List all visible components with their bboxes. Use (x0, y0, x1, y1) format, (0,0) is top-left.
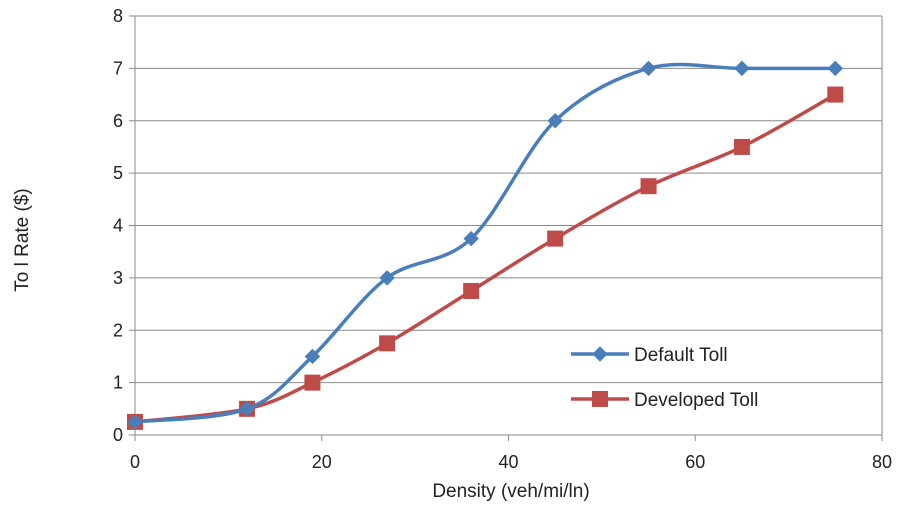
data-point (304, 374, 321, 391)
data-point (547, 230, 564, 247)
legend-label: Developed Toll (634, 390, 758, 411)
legend-label: Default Toll (634, 345, 728, 366)
series-default-toll (127, 60, 844, 430)
data-point (379, 270, 395, 286)
series-developed-toll (127, 86, 844, 430)
data-point (640, 178, 657, 195)
y-tick-label: 1 (113, 373, 123, 393)
data-point (463, 282, 480, 299)
y-tick-label: 2 (113, 320, 123, 340)
y-tick-label: 6 (113, 111, 123, 131)
data-point (734, 60, 750, 77)
data-point (304, 348, 321, 365)
series-layer (127, 60, 844, 430)
data-point (379, 335, 396, 352)
data-point (127, 414, 143, 430)
data-point (640, 60, 657, 77)
legend-marker (592, 391, 608, 407)
legend: Default Toll Developed Toll (571, 345, 758, 411)
y-tick-label: 7 (113, 58, 123, 78)
data-point (463, 230, 479, 247)
data-point (547, 113, 563, 129)
legend-item-1: Default Toll (571, 345, 728, 366)
y-tick-label: 3 (113, 268, 123, 288)
x-axis-label: Density (veh/mi/ln) (432, 481, 589, 502)
series-line (134, 62, 836, 424)
x-tick-label: 0 (130, 452, 140, 472)
data-point (827, 60, 844, 77)
y-axis-label: To l Rate ($) (12, 188, 33, 291)
x-tick-label: 60 (685, 452, 705, 472)
y-tick-label: 8 (113, 6, 123, 26)
y-tick-label: 5 (113, 163, 123, 183)
data-point (239, 401, 255, 417)
x-tick-label: 40 (498, 452, 518, 472)
data-point (733, 138, 750, 155)
legend-item-2: Developed Toll (571, 390, 758, 411)
x-tick-label: 80 (872, 452, 892, 472)
data-point (827, 86, 844, 103)
series-line (134, 93, 837, 424)
legend-marker (592, 346, 608, 362)
y-tick-label: 0 (113, 425, 123, 445)
y-tick-label: 4 (113, 216, 123, 236)
gridlines (135, 15, 882, 436)
x-tick-label: 20 (312, 452, 332, 472)
